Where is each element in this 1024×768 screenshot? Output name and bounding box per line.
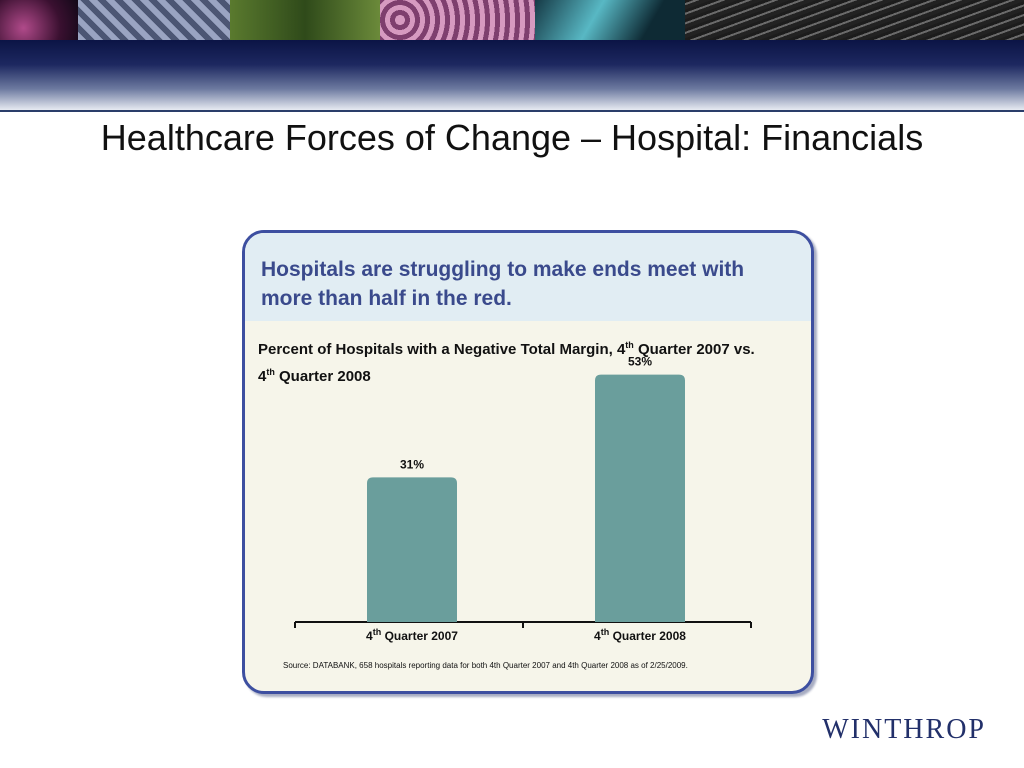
source-note: Source: DATABANK, 658 hospitals reportin… bbox=[283, 661, 688, 670]
chart-title-sup: th bbox=[625, 340, 634, 350]
bar-value-label-1: 53% bbox=[628, 355, 652, 369]
winthrop-logo: WINTHROP bbox=[822, 714, 986, 745]
category-suffix: Quarter 2008 bbox=[609, 629, 686, 643]
chart-card: Hospitals are struggling to make ends me… bbox=[242, 230, 814, 694]
header-gradient-band bbox=[0, 40, 1024, 110]
chart-title: Percent of Hospitals with a Negative Tot… bbox=[258, 334, 758, 388]
category-prefix: 4 bbox=[366, 629, 373, 643]
bar-0 bbox=[367, 477, 457, 622]
header-tile bbox=[78, 0, 230, 40]
card-headline: Hospitals are struggling to make ends me… bbox=[261, 258, 745, 310]
bar-value-label-0: 31% bbox=[400, 457, 424, 471]
card-banner bbox=[245, 233, 811, 321]
category-suffix: Quarter 2007 bbox=[381, 629, 458, 643]
bar-1 bbox=[595, 374, 685, 622]
header-image-strip bbox=[0, 0, 1024, 40]
header-divider bbox=[0, 110, 1024, 112]
chart-title-part: Percent of Hospitals with a Negative Tot… bbox=[258, 341, 626, 358]
category-label-2008: 4th Quarter 2008 bbox=[540, 627, 740, 643]
header-tile bbox=[0, 0, 78, 40]
chart-title-sup: th bbox=[266, 367, 275, 377]
category-sup: th bbox=[372, 627, 382, 637]
header-tile bbox=[380, 0, 535, 40]
header-tile bbox=[230, 0, 380, 40]
slide-title: Healthcare Forces of Change – Hospital: … bbox=[100, 117, 924, 158]
chart-title-part: Quarter 2007 vs. 4 bbox=[258, 341, 755, 385]
header-tile bbox=[685, 0, 1024, 40]
category-label-2007: 4th Quarter 2007 bbox=[312, 627, 512, 643]
category-sup: th bbox=[600, 627, 610, 637]
category-prefix: 4 bbox=[594, 629, 601, 643]
bar-chart: 31% 53% bbox=[294, 355, 752, 628]
header-tile bbox=[535, 0, 685, 40]
chart-title-part: Quarter 2008 bbox=[274, 368, 371, 385]
